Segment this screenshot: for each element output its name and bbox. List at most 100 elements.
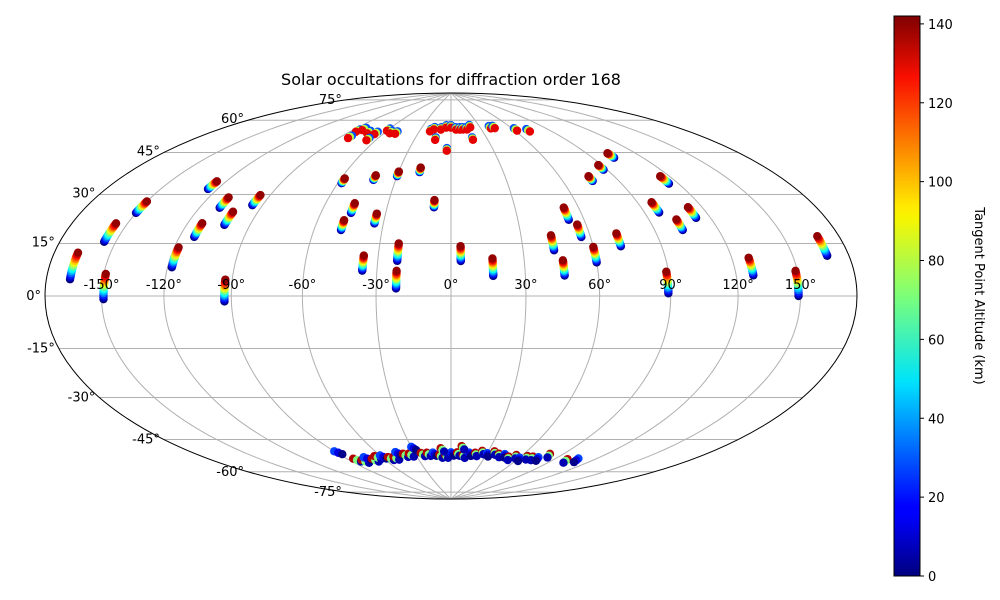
occultation-point — [572, 220, 582, 229]
occultation-point — [359, 251, 369, 260]
colorbar-tick-label: 0 — [928, 570, 936, 585]
occultation-point — [655, 172, 665, 181]
occultation-point — [612, 229, 621, 238]
lon-tick-label: -90° — [217, 278, 245, 293]
occultation-point — [569, 457, 579, 467]
occultation-point — [394, 167, 404, 176]
occultation-point — [662, 267, 671, 276]
occultation-point — [456, 241, 465, 251]
occultation-point — [224, 193, 233, 202]
lat-tick-label: 15° — [32, 235, 55, 250]
lon-tick-label: 120° — [722, 278, 753, 293]
occultation-point — [221, 275, 230, 284]
occultation-point — [472, 451, 481, 461]
occultation-point — [362, 136, 371, 145]
chart-title: Solar occultations for diffraction order… — [281, 70, 621, 89]
occultation-point — [594, 160, 603, 170]
occultation-point — [584, 172, 593, 181]
occultation-point — [647, 198, 656, 207]
lat-tick-label: -45° — [132, 433, 160, 448]
occultation-point — [101, 269, 110, 279]
map-area: -150° -120° -90° -60° -30° 0° 30° 60° 90° 120° 150… — [26, 92, 858, 500]
occultation-point — [488, 254, 497, 263]
occultation-point — [439, 447, 449, 456]
occultation-point — [429, 125, 439, 134]
lon-tick-label: 90° — [659, 278, 682, 293]
occultation-point — [430, 195, 439, 205]
occultation-point — [559, 458, 568, 467]
occultation-point — [228, 207, 238, 216]
lon-tick-label: 60° — [588, 278, 611, 293]
occultation-point — [198, 219, 207, 228]
occultation-point — [466, 123, 475, 132]
occultation-point — [350, 199, 360, 208]
lat-tick-label: 0° — [26, 289, 41, 304]
occultation-point — [603, 149, 612, 158]
occultation-point — [256, 190, 265, 200]
occultation-point — [371, 171, 381, 180]
occultation-point — [791, 266, 800, 276]
occultation-point — [212, 177, 222, 186]
occultation-point — [338, 450, 347, 459]
occultation-point — [442, 146, 451, 155]
occultation-point — [392, 266, 401, 276]
occultation-point — [512, 126, 522, 135]
occultation-point — [490, 123, 499, 133]
colorbar-tick-label: 40 — [928, 412, 945, 427]
lat-tick-label: 30° — [72, 187, 95, 202]
occultation-point — [174, 243, 183, 252]
occultation-point — [142, 197, 152, 206]
occultation-point — [744, 253, 753, 262]
occultation-point — [468, 135, 478, 144]
occultation-point — [559, 203, 568, 212]
lon-tick-label: -60° — [289, 278, 317, 293]
map-boundary — [44, 92, 858, 500]
occultation-point — [339, 215, 349, 225]
occultation-point — [111, 219, 121, 228]
occultation-point — [543, 453, 552, 462]
lat-tick-label: 45° — [137, 144, 160, 159]
lat-tick-label: -60° — [216, 465, 244, 480]
colorbar-tick-label: 60 — [928, 333, 945, 348]
colorbar-gradient — [893, 15, 921, 577]
occultation-point — [73, 248, 83, 257]
occultation-point — [483, 452, 493, 461]
occultation-point — [340, 174, 349, 183]
lat-tick-label: -75° — [314, 485, 342, 500]
colorbar-tick-label: 100 — [928, 176, 953, 191]
occultation-point — [416, 163, 425, 172]
colorbar-label: Tangent Point Altitude (km) — [971, 206, 986, 384]
colorbar-tick-label: 140 — [928, 18, 953, 33]
scatter-points — [65, 120, 832, 467]
occultation-point — [589, 242, 598, 252]
axis-tick-labels: -150° -120° -90° -60° -30° 0° 30° 60° 90° 120° 150… — [26, 93, 816, 500]
colorbar-tick-label: 120 — [928, 97, 953, 112]
colorbar-ticks: 0 20 40 60 80 100 120 140 — [920, 18, 953, 585]
lon-tick-label: 30° — [514, 278, 537, 293]
lon-tick-label: 0° — [444, 278, 459, 293]
colorbar: 0 20 40 60 80 100 120 140 Tangent Point Altitud… — [893, 15, 986, 585]
occultation-point — [513, 456, 523, 466]
lat-tick-label: -15° — [27, 342, 55, 357]
lat-tick-label: 60° — [221, 112, 244, 127]
occultation-point — [409, 452, 419, 461]
occultation-point — [813, 231, 822, 241]
occultation-point — [672, 215, 681, 224]
occultation-point — [546, 231, 556, 240]
lon-tick-label: -30° — [362, 278, 390, 293]
occultation-point — [460, 445, 469, 454]
lon-tick-label: 150° — [785, 278, 816, 293]
lat-tick-label: -30° — [68, 391, 96, 406]
colorbar-tick-label: 20 — [928, 491, 945, 506]
occultation-point — [394, 239, 403, 248]
lat-tick-label: 75° — [319, 93, 342, 108]
occultation-point — [372, 209, 382, 218]
occultation-point — [558, 256, 568, 265]
occultation-point — [525, 127, 535, 136]
occultation-point — [503, 455, 512, 465]
occultation-point — [390, 129, 400, 138]
lon-tick-label: -120° — [146, 278, 182, 293]
colorbar-tick-label: 80 — [928, 255, 945, 270]
occultation-point — [430, 135, 440, 145]
